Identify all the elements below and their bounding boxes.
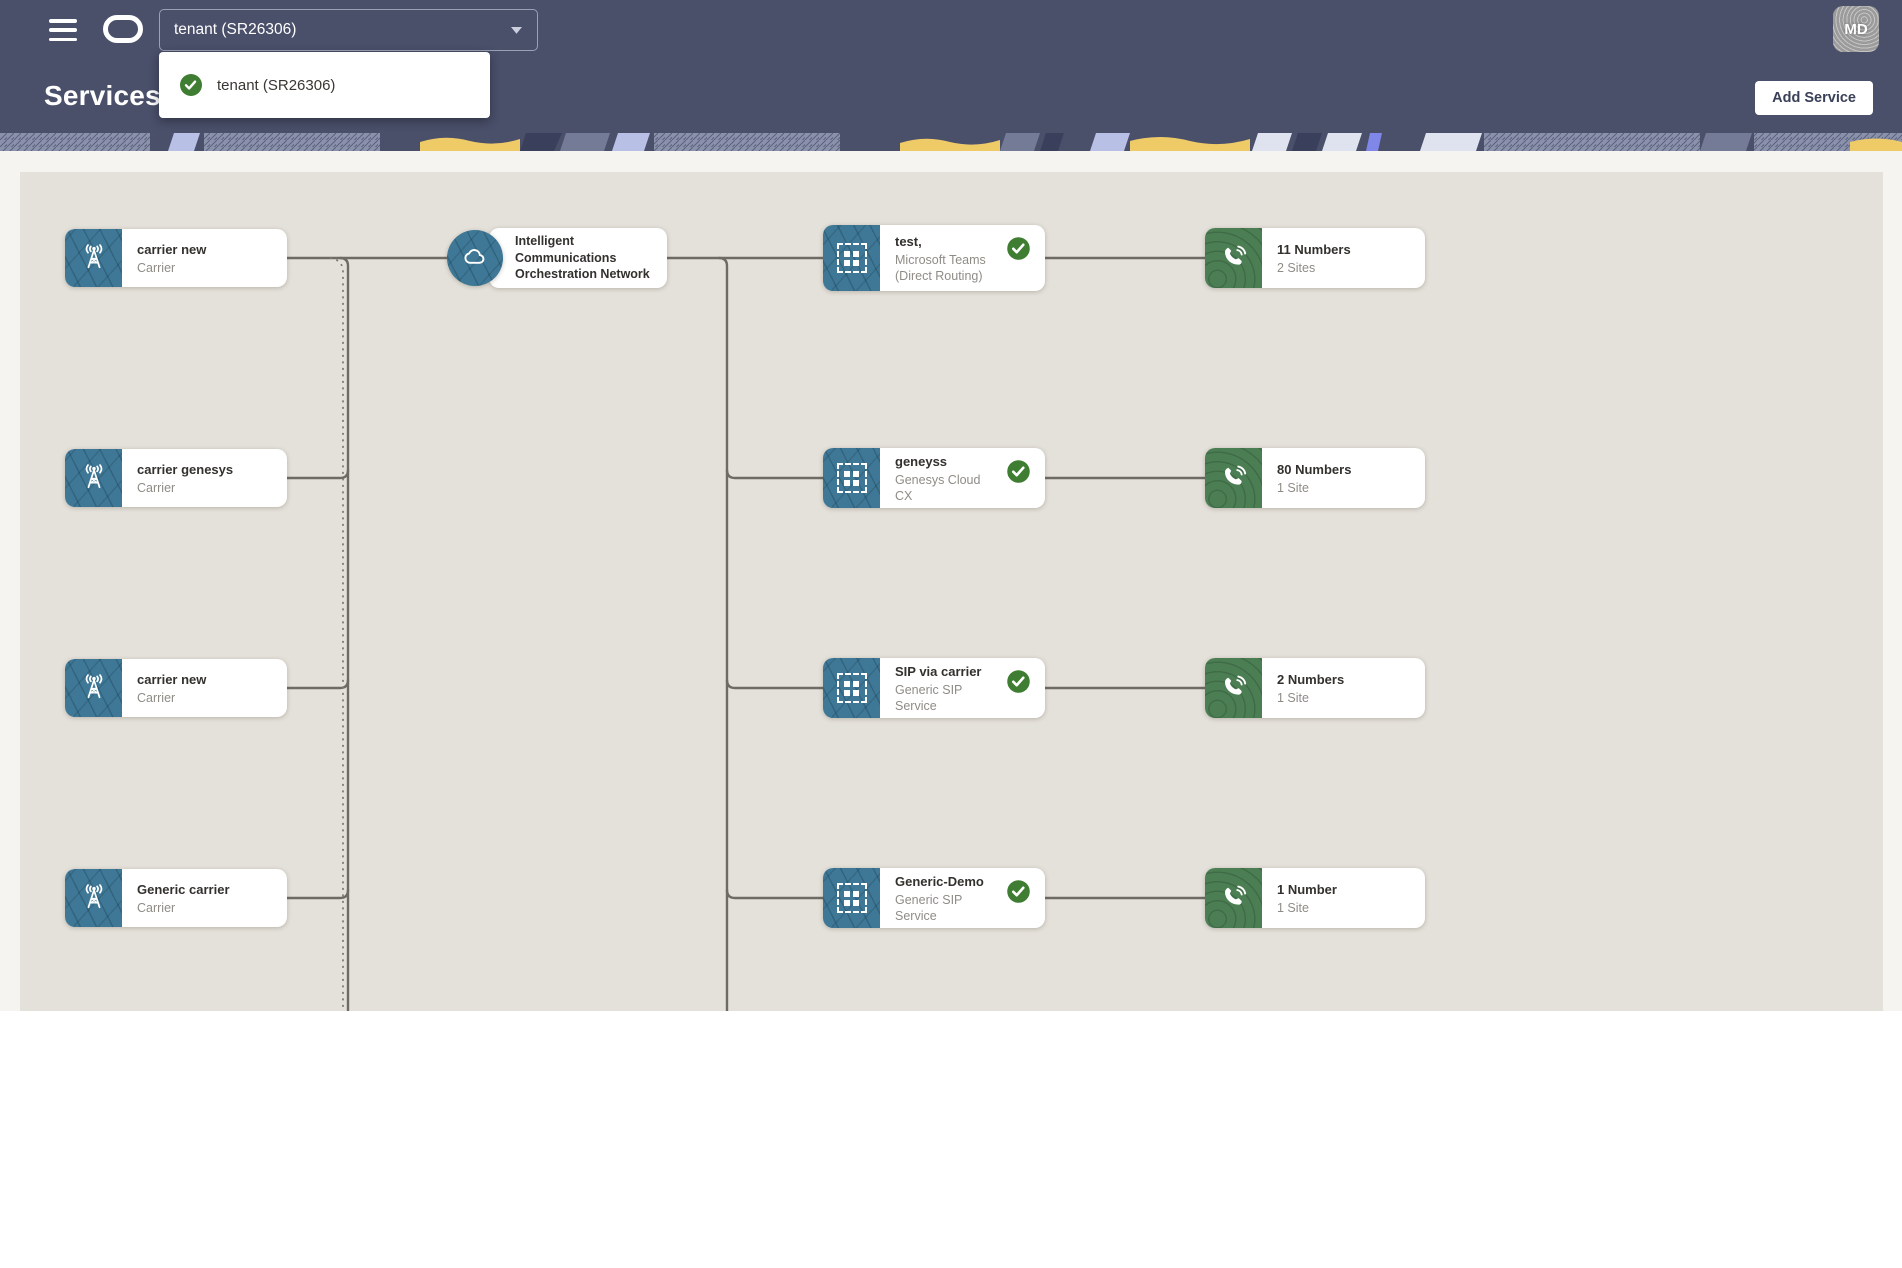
radio-tower-icon	[65, 659, 122, 717]
service-node[interactable]: geneyss Genesys Cloud CX	[823, 448, 1045, 508]
node-subtitle: Microsoft Teams (Direct Routing)	[895, 252, 986, 284]
app-grid-icon	[823, 448, 880, 508]
numbers-node[interactable]: 80 Numbers 1 Site	[1205, 448, 1425, 508]
node-subtitle: Generic SIP Service	[895, 892, 963, 924]
node-subtitle: Genesys Cloud CX	[895, 472, 981, 504]
numbers-node[interactable]: 2 Numbers 1 Site	[1205, 658, 1425, 718]
app-grid-icon	[823, 868, 880, 928]
connector-lines	[285, 256, 1207, 1011]
avatar-initials: MD	[1844, 20, 1868, 38]
decorative-band	[0, 133, 1902, 151]
topology-canvas[interactable]: carrier new Carrier carrier genesys Carr…	[20, 172, 1883, 1011]
node-title: Generic-Demo	[895, 873, 984, 889]
node-subtitle: 1 Site	[1277, 900, 1309, 915]
hub-node[interactable]: Intelligent Communications Orchestration…	[489, 228, 667, 288]
add-service-button[interactable]: Add Service	[1755, 81, 1873, 115]
phone-icon	[1205, 868, 1262, 928]
service-node[interactable]: test, Microsoft Teams (Direct Routing)	[823, 225, 1045, 291]
node-subtitle: Generic SIP Service	[895, 682, 963, 714]
page-title: Services	[44, 80, 161, 111]
oracle-logo[interactable]	[103, 15, 143, 43]
chevron-down-icon	[511, 26, 522, 34]
tenant-dropdown-item-label: tenant (SR26306)	[217, 76, 336, 94]
tenant-selector[interactable]: tenant (SR26306)	[159, 9, 538, 51]
service-node[interactable]: SIP via carrier Generic SIP Service	[823, 658, 1045, 718]
check-circle-icon	[1005, 235, 1032, 262]
tenant-selector-value: tenant (SR26306)	[174, 21, 297, 38]
carrier-node[interactable]: Generic carrier Carrier	[65, 869, 287, 927]
node-title: carrier new	[137, 671, 207, 687]
app-grid-icon	[823, 658, 880, 718]
node-subtitle: Carrier	[137, 690, 176, 705]
numbers-node[interactable]: 1 Number 1 Site	[1205, 868, 1425, 928]
service-node[interactable]: Generic-Demo Generic SIP Service	[823, 868, 1045, 928]
node-subtitle: 2 Sites	[1277, 260, 1316, 275]
node-subtitle: Carrier	[137, 260, 176, 275]
node-subtitle: Carrier	[137, 900, 176, 915]
node-title: test,	[895, 233, 922, 249]
app-grid-icon	[823, 225, 880, 291]
carrier-node[interactable]: carrier new Carrier	[65, 229, 287, 287]
user-avatar[interactable]: MD	[1833, 6, 1879, 52]
node-title: geneyss	[895, 453, 948, 469]
cloud-icon	[447, 230, 503, 286]
node-title: Generic carrier	[137, 881, 230, 897]
radio-tower-icon	[65, 449, 122, 507]
node-title: 1 Number	[1277, 881, 1337, 897]
tenant-dropdown-item[interactable]: tenant (SR26306)	[159, 59, 490, 111]
carrier-node[interactable]: carrier new Carrier	[65, 659, 287, 717]
radio-tower-icon	[65, 229, 122, 287]
radio-tower-icon	[65, 869, 122, 927]
tenant-dropdown-panel: tenant (SR26306)	[159, 52, 490, 118]
node-subtitle: 1 Site	[1277, 690, 1309, 705]
node-subtitle: Carrier	[137, 480, 176, 495]
check-circle-icon	[180, 74, 202, 96]
numbers-node[interactable]: 11 Numbers 2 Sites	[1205, 228, 1425, 288]
phone-icon	[1205, 448, 1262, 508]
node-title: carrier genesys	[137, 461, 234, 477]
phone-icon	[1205, 658, 1262, 718]
node-title: SIP via carrier	[895, 663, 982, 679]
node-title: 2 Numbers	[1277, 671, 1345, 687]
check-circle-icon	[1005, 458, 1032, 485]
carrier-node[interactable]: carrier genesys Carrier	[65, 449, 287, 507]
phone-icon	[1205, 228, 1262, 288]
hamburger-icon[interactable]	[49, 19, 77, 41]
hub-title: Intelligent Communications Orchestration…	[515, 233, 650, 282]
node-title: 11 Numbers	[1277, 241, 1351, 257]
node-subtitle: 1 Site	[1277, 480, 1309, 495]
check-circle-icon	[1005, 668, 1032, 695]
check-circle-icon	[1005, 878, 1032, 905]
node-title: carrier new	[137, 241, 207, 257]
node-title: 80 Numbers	[1277, 461, 1352, 477]
